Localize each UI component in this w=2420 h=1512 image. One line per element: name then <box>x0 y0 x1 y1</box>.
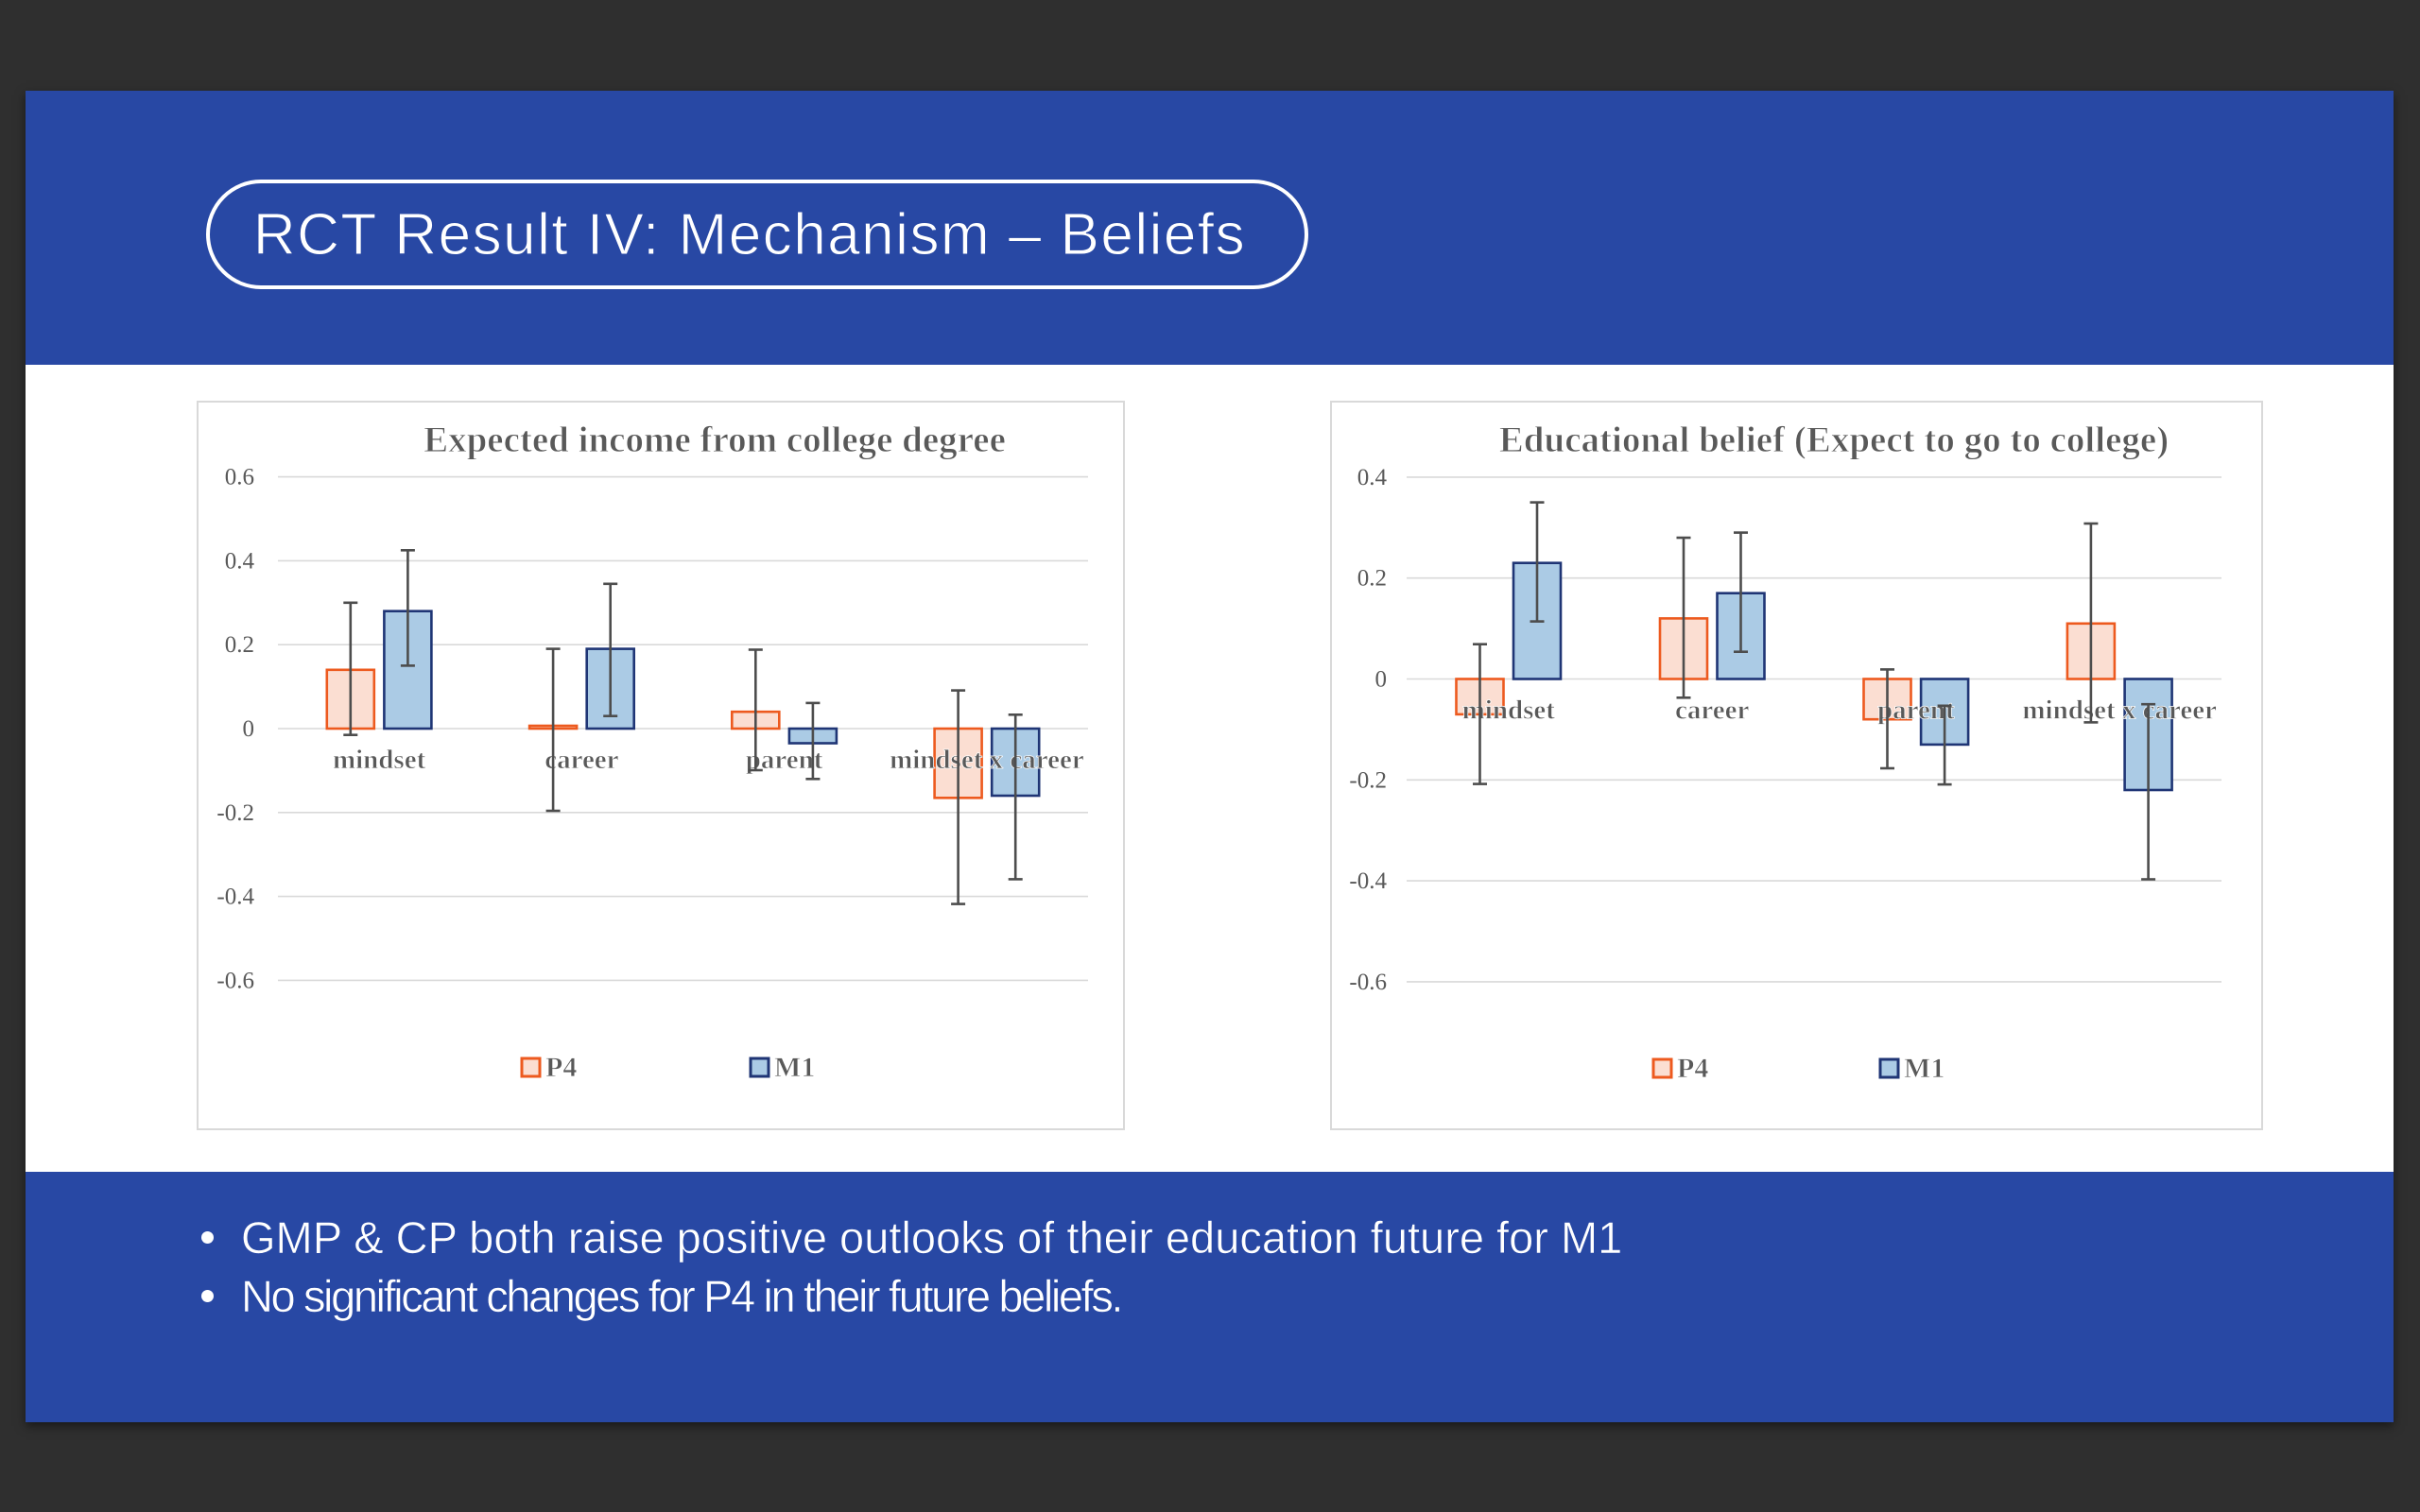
svg-text:0: 0 <box>1375 667 1388 693</box>
svg-text:mindset x career: mindset x career <box>890 745 1084 775</box>
svg-text:0.2: 0.2 <box>225 632 254 658</box>
svg-text:parent: parent <box>1877 696 1955 726</box>
svg-text:-0.4: -0.4 <box>1349 868 1387 894</box>
svg-text:0.4: 0.4 <box>1357 465 1388 490</box>
svg-text:-0.6: -0.6 <box>1349 970 1387 995</box>
svg-text:career: career <box>1675 696 1749 726</box>
svg-text:Educational belief (Expect to: Educational belief (Expect to go to coll… <box>1499 420 2169 460</box>
svg-text:-0.6: -0.6 <box>216 968 254 993</box>
svg-text:M1: M1 <box>1904 1053 1945 1084</box>
svg-text:mindset: mindset <box>333 745 426 775</box>
svg-text:mindset x career: mindset x career <box>2022 696 2217 726</box>
svg-text:P4: P4 <box>1677 1053 1708 1084</box>
svg-text:0.4: 0.4 <box>225 548 255 574</box>
svg-text:mindset: mindset <box>1462 696 1556 726</box>
svg-text:-0.2: -0.2 <box>1349 767 1387 793</box>
svg-text:-0.4: -0.4 <box>216 885 254 910</box>
svg-text:0.2: 0.2 <box>1357 566 1387 592</box>
svg-text:P4: P4 <box>545 1052 577 1083</box>
svg-text:0.6: 0.6 <box>225 465 254 490</box>
svg-text:M1: M1 <box>774 1052 815 1083</box>
svg-text:Expected income from college d: Expected income from college degree <box>424 420 1006 460</box>
svg-text:-0.2: -0.2 <box>216 800 254 826</box>
svg-text:career: career <box>544 745 618 775</box>
svg-text:0: 0 <box>243 716 255 742</box>
